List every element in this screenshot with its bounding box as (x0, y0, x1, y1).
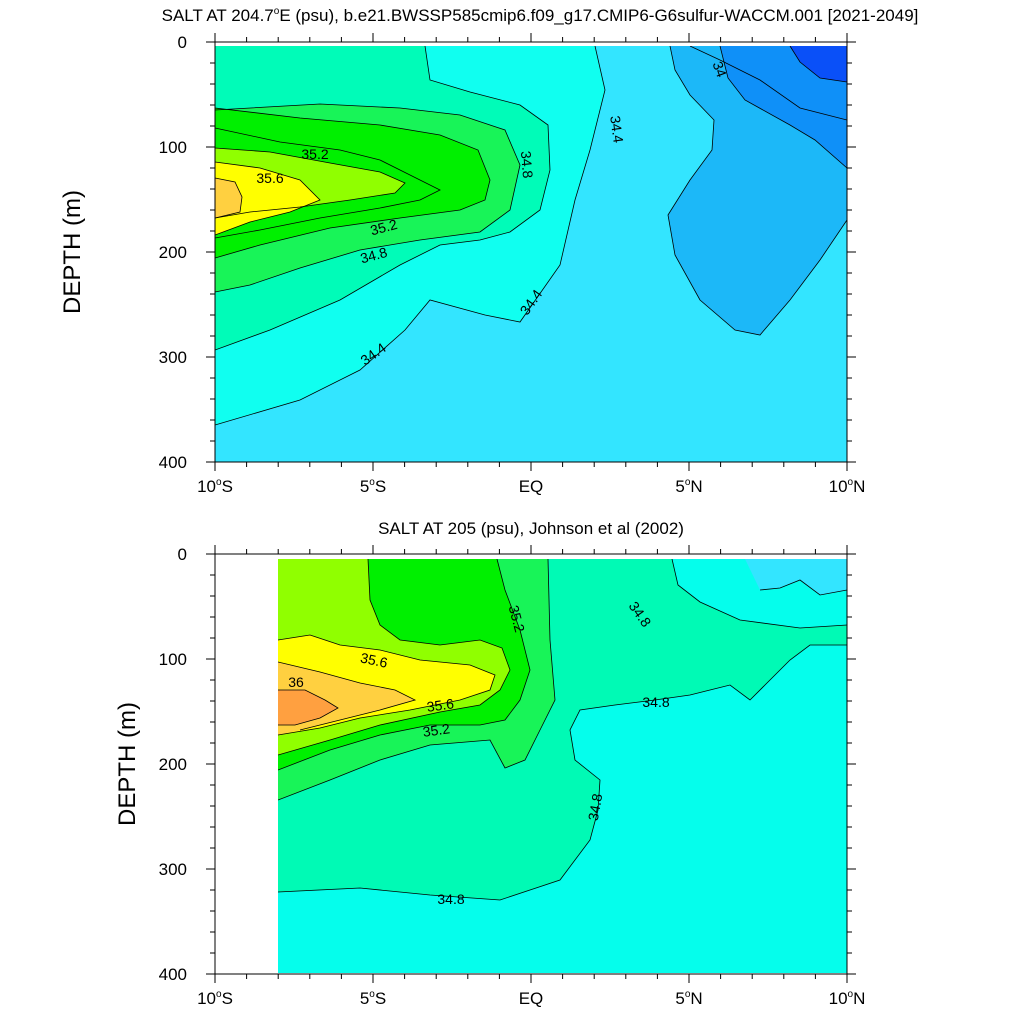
top-x-axis: 10oS 5oS EQ 5oN 10oN (197, 33, 865, 496)
bottom-x-axis: 10oS 5oS EQ 5oN 10oN (197, 545, 865, 1008)
y-tick-label: 100 (159, 650, 187, 669)
bot-label-1: 35.2 (506, 603, 529, 634)
x-tick-label: EQ (519, 477, 544, 496)
top-contour-lines (215, 46, 847, 426)
top-label-2: 35.6 (256, 170, 283, 186)
top-y-axis: 0 100 200 300 400 DEPTH (m) (59, 33, 856, 472)
bot-label-6: 34.8 (642, 694, 669, 710)
top-fill-35-6 (215, 162, 320, 235)
y-tick-label: 300 (159, 860, 187, 879)
top-title: SALT AT 204.7oE (psu), b.e21.BWSSP585cmi… (162, 6, 919, 25)
top-label-4: 34.8 (358, 244, 389, 267)
bot-label-3: 35.6 (359, 649, 389, 670)
bot-label-7: 35.2 (422, 720, 451, 740)
x-tick-label: 10oN (829, 989, 866, 1008)
bottom-contour-fill (278, 559, 847, 973)
y-tick-label: 100 (159, 138, 187, 157)
top-fill-34-0 (720, 46, 847, 168)
top-fill-35-8 (215, 178, 242, 218)
y-tick-label: 300 (159, 348, 187, 367)
x-tick-label: 5oN (675, 989, 702, 1008)
x-tick-label: EQ (519, 989, 544, 1008)
bot-label-4: 36 (288, 674, 304, 690)
x-tick-label: 10oS (197, 477, 233, 496)
bottom-y-axis-label: DEPTH (m) (114, 702, 141, 826)
bottom-contour-lines (278, 559, 847, 901)
bottom-title: SALT AT 205 (psu), Johnson et al (2002) (378, 519, 684, 538)
top-panel: SALT AT 204.7oE (psu), b.e21.BWSSP585cmi… (59, 6, 918, 496)
top-label-3: 35.2 (368, 216, 399, 239)
top-fill-33-8 (790, 46, 847, 82)
top-label-6: 34.4 (607, 115, 627, 144)
bottom-panel: SALT AT 205 (psu), Johnson et al (2002) (114, 519, 865, 1008)
y-tick-label: 0 (178, 33, 187, 52)
bot-label-5: 35.6 (426, 695, 455, 715)
y-tick-label: 200 (159, 243, 187, 262)
top-y-axis-label: DEPTH (m) (59, 190, 86, 314)
bottom-y-axis: 0 100 200 300 400 DEPTH (m) (114, 545, 856, 984)
x-tick-label: 10oN (829, 477, 866, 496)
top-contour-fill (215, 46, 847, 462)
y-tick-label: 400 (159, 453, 187, 472)
x-tick-label: 5oS (360, 989, 386, 1008)
bot-label-8: 34.8 (585, 792, 606, 822)
x-tick-label: 5oN (675, 477, 702, 496)
x-tick-label: 10oS (197, 989, 233, 1008)
y-tick-label: 400 (159, 965, 187, 984)
top-label-5: 34.8 (518, 150, 536, 179)
x-tick-label: 5oS (360, 477, 386, 496)
top-label-7: 34 (710, 59, 730, 79)
bot-label-9: 34.8 (437, 891, 464, 907)
y-tick-label: 0 (178, 545, 187, 564)
bottom-contour-labels: 35.2 34.8 35.6 36 35.6 34.8 35.2 34.8 34… (288, 598, 670, 907)
bot-fill-34-4 (745, 559, 847, 595)
top-label-1: 35.2 (301, 146, 328, 162)
y-tick-label: 200 (159, 755, 187, 774)
